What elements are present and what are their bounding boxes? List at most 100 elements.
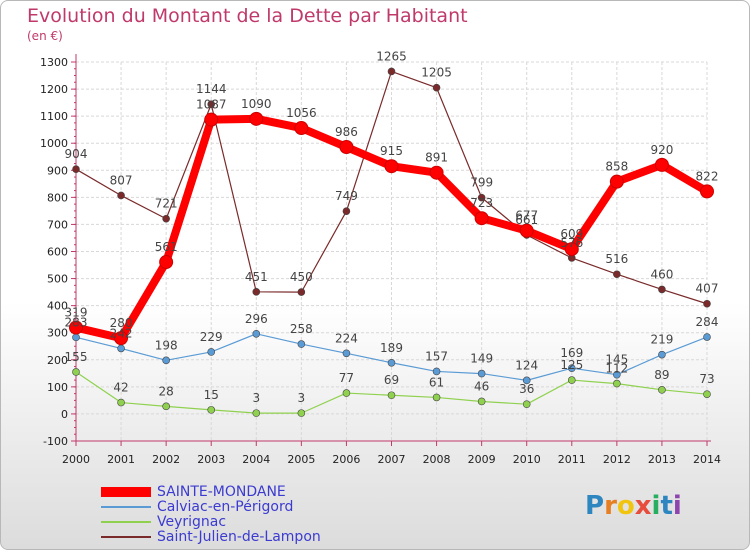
data-label: 149 xyxy=(470,352,493,366)
data-label: 296 xyxy=(245,312,268,326)
series-point xyxy=(72,165,80,174)
x-tick-label: 2014 xyxy=(693,453,721,466)
x-tick-label: 2013 xyxy=(648,453,676,466)
series-point xyxy=(252,288,261,296)
data-label: 36 xyxy=(519,382,534,396)
data-labels: 319 280 561 1087 1090 1056 986 915 891 723 677 609 8… xyxy=(65,49,719,405)
series-point xyxy=(297,288,306,296)
chart-title: Evolution du Montant de la Dette par Hab… xyxy=(27,5,468,27)
data-label: 1090 xyxy=(241,97,272,111)
data-label: 242 xyxy=(110,326,133,340)
series-point xyxy=(117,191,125,200)
series-point xyxy=(564,242,579,257)
x-tick-label: 2003 xyxy=(197,453,225,466)
y-tick-label: 300 xyxy=(47,327,68,340)
x-tick-label: 2007 xyxy=(378,453,406,466)
data-label: 157 xyxy=(425,349,448,363)
data-label: 661 xyxy=(515,213,538,227)
series-point xyxy=(703,299,711,308)
proxiti-logo: Proxiti xyxy=(585,491,682,521)
series-point xyxy=(207,348,216,356)
data-label: 451 xyxy=(245,270,268,284)
x-tick-label: 2010 xyxy=(513,453,541,466)
series-point xyxy=(162,402,170,411)
x-tick-label: 2008 xyxy=(423,453,451,466)
data-label: 407 xyxy=(696,282,719,296)
x-tick-label: 2011 xyxy=(558,453,586,466)
data-label: 799 xyxy=(470,176,493,190)
legend-label: SAINTE-MONDANE xyxy=(157,484,286,500)
series-point xyxy=(252,329,261,338)
series-point xyxy=(522,400,531,408)
legend-label: Calviac-en-Périgord xyxy=(157,499,294,515)
series-point xyxy=(297,340,306,348)
series-point xyxy=(384,159,399,174)
y-tick-label: 800 xyxy=(47,191,68,204)
data-label: 15 xyxy=(204,388,219,402)
y-tick-label: 0 xyxy=(61,408,68,421)
data-label: 723 xyxy=(470,196,493,210)
legend-item: Veyrignac xyxy=(101,514,361,530)
series-point xyxy=(162,214,170,223)
data-label: 677 xyxy=(515,209,538,223)
series-point xyxy=(204,112,219,127)
legend-swatch xyxy=(101,506,151,508)
series-point xyxy=(567,364,576,372)
series-point xyxy=(429,165,444,180)
axes: -100 0 100 200 300 400 500 600 700 800 900 1000 1100… xyxy=(40,54,721,466)
series-point xyxy=(162,356,170,365)
series-point xyxy=(72,333,80,342)
series-point xyxy=(432,83,441,92)
series-point xyxy=(477,369,486,378)
y-tick-label: 500 xyxy=(47,273,68,286)
series-point xyxy=(654,157,669,172)
series-point xyxy=(658,386,666,394)
y-tick-label: 700 xyxy=(47,218,68,231)
data-label: 1265 xyxy=(376,49,407,63)
data-label: 61 xyxy=(429,375,444,389)
chart-unit-label: (en €) xyxy=(27,29,63,43)
x-tick-label: 2000 xyxy=(62,453,90,466)
series-point xyxy=(658,350,666,359)
data-label: 224 xyxy=(335,331,358,345)
data-label: 284 xyxy=(696,315,719,329)
data-label: 145 xyxy=(605,353,628,367)
data-label: 721 xyxy=(155,197,178,211)
series-point xyxy=(432,367,441,376)
data-label: 915 xyxy=(380,144,403,158)
series-point xyxy=(117,344,125,353)
data-label: 858 xyxy=(605,160,628,174)
x-tick-label: 2001 xyxy=(107,453,135,466)
data-label: 28 xyxy=(159,384,174,398)
series-point xyxy=(432,393,441,402)
series-point xyxy=(609,174,624,189)
data-label: 169 xyxy=(560,346,583,360)
series-point xyxy=(613,379,621,388)
legend-swatch xyxy=(101,487,151,497)
x-tick-label: 2005 xyxy=(287,453,315,466)
data-label: 609 xyxy=(560,227,583,241)
data-label: 280 xyxy=(110,316,133,330)
y-tick-label: 1300 xyxy=(40,56,68,69)
series-point xyxy=(117,398,125,407)
series-point xyxy=(342,389,351,397)
data-label: 189 xyxy=(380,341,403,355)
legend-item: Calviac-en-Périgord xyxy=(101,499,361,515)
data-label: 920 xyxy=(650,143,673,157)
data-label: 73 xyxy=(699,372,714,386)
data-label: 891 xyxy=(425,151,448,165)
data-label: 904 xyxy=(65,147,88,161)
series-point xyxy=(387,391,396,400)
series-point xyxy=(703,390,711,398)
data-label: 749 xyxy=(335,189,358,203)
series-lines xyxy=(69,67,714,417)
data-label: 112 xyxy=(605,362,628,376)
data-label: 516 xyxy=(605,252,628,266)
legend-item: SAINTE-MONDANE xyxy=(101,484,361,500)
series-point xyxy=(114,331,129,346)
series-point xyxy=(613,270,621,279)
legend-label: Veyrignac xyxy=(157,514,227,530)
x-tick-label: 2004 xyxy=(242,453,270,466)
data-label: 89 xyxy=(654,368,669,382)
